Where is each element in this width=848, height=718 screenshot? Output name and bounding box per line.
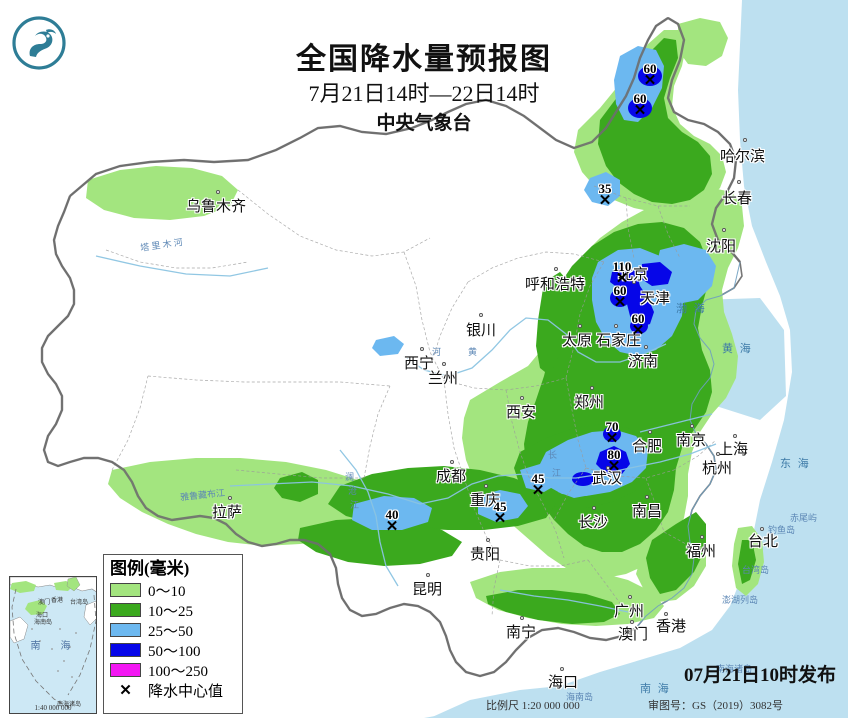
city-marker-dot (486, 538, 490, 542)
city-marker-dot (216, 190, 220, 194)
city-marker-dot (228, 496, 232, 500)
city-marker-dot (450, 460, 454, 464)
city-marker-dot (648, 430, 652, 434)
city-marker-dot (690, 424, 694, 428)
cma-dragon-logo (12, 16, 66, 70)
coastline (635, 261, 741, 629)
legend-label: 100～250 (148, 663, 209, 680)
inset-label: 海口 (36, 613, 49, 619)
legend-box: 图例(毫米) 0～10 10～25 25～50 50～100 100～250 ✕ 降水中… (103, 554, 243, 714)
city-marker-dot (426, 573, 430, 577)
city-marker-dot (760, 527, 764, 531)
city-marker-dot (716, 452, 720, 456)
precip-band-50-100 (572, 66, 672, 486)
south-china-sea-inset: 南 海 海口 海南岛 台湾岛 澳门 香港南海诸岛 1:40 000 000 (9, 576, 97, 714)
city-marker-dot (645, 495, 649, 499)
inset-label: 香港 (51, 598, 64, 604)
inset-map (10, 577, 96, 713)
city-marker-dot (700, 535, 704, 539)
city-marker-dot (664, 612, 668, 616)
legend-row: 100～250 (110, 660, 237, 680)
legend-swatch (110, 603, 141, 618)
city-marker-dot (630, 620, 634, 624)
inset-label: 台湾岛 (70, 600, 89, 606)
release-time: 07月21日10时发布 (683, 665, 836, 686)
legend-row-center: ✕ 降水中心值 (110, 680, 237, 700)
legend-rows: 0～10 10～25 25～50 50～100 100～250 (110, 580, 237, 680)
rivers (95, 255, 717, 613)
legend-label: 0～10 (148, 583, 186, 600)
legend-swatch (110, 623, 141, 638)
legend-center-label: 降水中心值 (148, 683, 224, 700)
city-marker-dot (606, 466, 610, 470)
city-marker-dot (650, 292, 654, 296)
city-marker-dot (590, 386, 594, 390)
legend-row: 0～10 (110, 580, 237, 600)
city-marker-dot (484, 484, 488, 488)
map-scale: 比例尺 1:20 000 000 (486, 700, 580, 712)
inset-label: 南海诸岛 (57, 702, 82, 708)
city-marker-dot (442, 362, 446, 366)
legend-row: 10～25 (110, 600, 237, 620)
city-marker-dot (722, 228, 726, 232)
city-marker-dot (592, 506, 596, 510)
province-boundaries (105, 185, 717, 617)
legend-label: 50～100 (148, 643, 201, 660)
legend-swatch (110, 583, 141, 598)
map-approval-number: 审图号：GS（2019）3082号 (648, 700, 784, 712)
city-marker-dot (743, 138, 747, 142)
city-marker-dot (733, 434, 737, 438)
national-border (40, 16, 741, 678)
city-marker-dot (479, 313, 483, 317)
inset-label: 海南岛 (34, 620, 53, 626)
city-marker-dot (614, 324, 618, 328)
legend-swatch (110, 663, 141, 678)
legend-row: 25～50 (110, 620, 237, 640)
city-marker-dot (520, 396, 524, 400)
inset-label: 澳门 (38, 600, 51, 606)
city-marker-dot (628, 595, 632, 599)
legend-row: 50～100 (110, 640, 237, 660)
legend-label: 10～25 (148, 603, 194, 620)
city-marker-dot (560, 667, 564, 671)
city-marker-dot (632, 280, 636, 284)
map-layers (40, 0, 848, 718)
legend-label: 25～50 (148, 623, 194, 640)
inset-sea-name: 南 海 (30, 641, 76, 652)
city-marker-dot (554, 267, 558, 271)
city-marker-dot (520, 616, 524, 620)
city-marker-dot (420, 347, 424, 351)
precip-center-icon: ✕ (119, 682, 132, 699)
city-marker-dot (737, 180, 741, 184)
city-marker-dot (644, 345, 648, 349)
inset-scale: 1:40 000 000 (34, 704, 72, 712)
city-marker-dot (578, 324, 582, 328)
legend-title: 图例(毫米) (110, 559, 190, 578)
legend-swatch (110, 643, 141, 658)
